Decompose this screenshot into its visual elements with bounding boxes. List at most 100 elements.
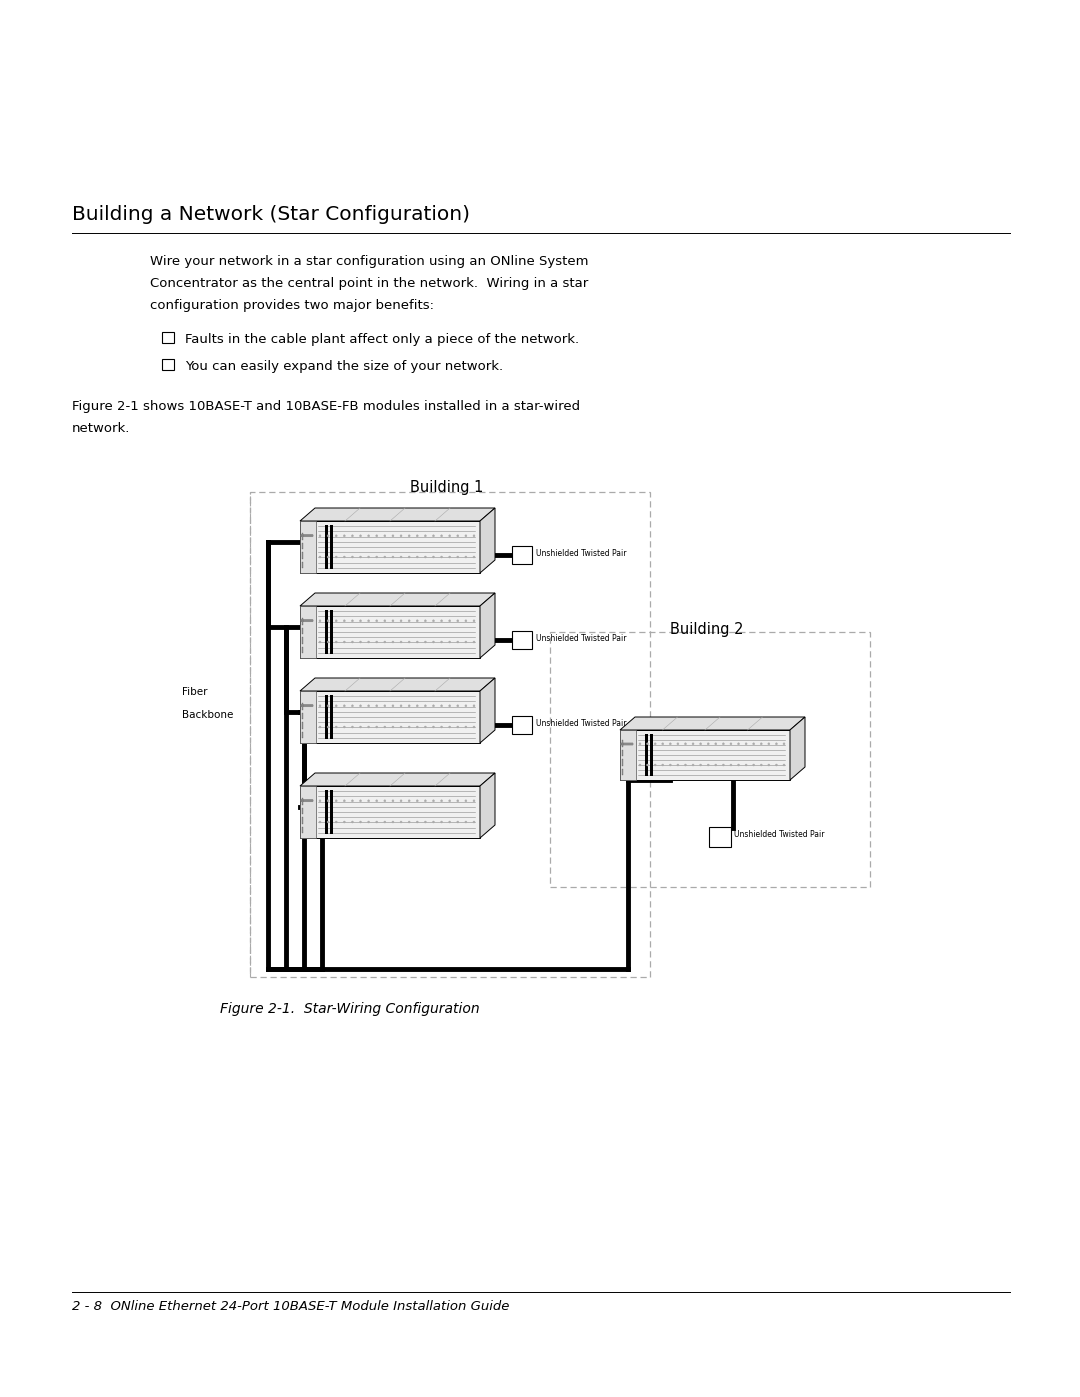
Circle shape <box>457 726 459 728</box>
Circle shape <box>441 726 443 728</box>
Circle shape <box>400 556 402 557</box>
Bar <box>330 694 333 739</box>
Circle shape <box>685 764 687 766</box>
Circle shape <box>343 556 346 557</box>
Circle shape <box>457 821 459 823</box>
Circle shape <box>367 800 369 802</box>
Text: configuration provides two major benefits:: configuration provides two major benefit… <box>150 299 434 312</box>
Circle shape <box>311 535 313 536</box>
Circle shape <box>670 764 672 766</box>
Circle shape <box>441 535 443 536</box>
Circle shape <box>351 535 353 536</box>
Circle shape <box>464 641 467 643</box>
Bar <box>620 731 789 780</box>
Circle shape <box>424 535 427 536</box>
Circle shape <box>301 799 302 802</box>
Circle shape <box>383 800 386 802</box>
Circle shape <box>301 620 302 622</box>
Circle shape <box>307 535 309 536</box>
Circle shape <box>360 821 362 823</box>
Bar <box>300 606 480 658</box>
Text: Unshielded Twisted Pair: Unshielded Twisted Pair <box>536 549 626 557</box>
Circle shape <box>400 641 402 643</box>
Circle shape <box>327 705 329 707</box>
Circle shape <box>745 743 747 745</box>
Circle shape <box>383 821 386 823</box>
Circle shape <box>335 641 337 643</box>
Circle shape <box>319 726 321 728</box>
Polygon shape <box>300 592 495 606</box>
Circle shape <box>700 743 702 745</box>
Circle shape <box>692 764 694 766</box>
Bar <box>325 694 328 739</box>
Circle shape <box>360 535 362 536</box>
Circle shape <box>319 821 321 823</box>
Circle shape <box>441 620 443 622</box>
Circle shape <box>306 535 307 536</box>
Circle shape <box>464 535 467 536</box>
Circle shape <box>392 821 394 823</box>
Circle shape <box>730 743 732 745</box>
Circle shape <box>335 556 337 557</box>
Circle shape <box>760 743 762 745</box>
Bar <box>622 768 623 775</box>
Circle shape <box>715 764 717 766</box>
Circle shape <box>457 641 459 643</box>
Bar <box>512 546 532 564</box>
Circle shape <box>351 726 353 728</box>
Circle shape <box>408 821 410 823</box>
Circle shape <box>768 743 770 745</box>
Circle shape <box>662 743 664 745</box>
Circle shape <box>319 705 321 707</box>
Circle shape <box>351 641 353 643</box>
Circle shape <box>408 726 410 728</box>
Circle shape <box>367 821 369 823</box>
Circle shape <box>783 743 785 745</box>
Bar <box>162 331 174 344</box>
Circle shape <box>685 743 687 745</box>
Circle shape <box>753 743 755 745</box>
Circle shape <box>343 641 346 643</box>
Circle shape <box>351 556 353 557</box>
Circle shape <box>351 821 353 823</box>
Circle shape <box>392 800 394 802</box>
Polygon shape <box>789 717 805 780</box>
Circle shape <box>424 800 427 802</box>
Text: Faults in the cable plant affect only a piece of the network.: Faults in the cable plant affect only a … <box>185 332 579 346</box>
Circle shape <box>441 821 443 823</box>
Circle shape <box>662 764 664 766</box>
Circle shape <box>327 726 329 728</box>
Circle shape <box>400 705 402 707</box>
Circle shape <box>464 726 467 728</box>
Circle shape <box>441 641 443 643</box>
Polygon shape <box>300 773 495 787</box>
Circle shape <box>400 821 402 823</box>
Text: Building a Network (Star Configuration): Building a Network (Star Configuration) <box>72 205 470 224</box>
Circle shape <box>448 821 450 823</box>
Circle shape <box>360 620 362 622</box>
Circle shape <box>457 556 459 557</box>
Circle shape <box>639 743 642 745</box>
Bar <box>249 492 650 977</box>
Bar <box>302 552 303 559</box>
Circle shape <box>392 641 394 643</box>
Circle shape <box>392 726 394 728</box>
Circle shape <box>424 556 427 557</box>
Circle shape <box>416 726 418 728</box>
Circle shape <box>424 705 427 707</box>
Circle shape <box>309 799 311 802</box>
Bar <box>302 627 303 634</box>
Bar <box>708 827 731 847</box>
Bar <box>330 525 333 569</box>
Circle shape <box>432 800 434 802</box>
Circle shape <box>383 620 386 622</box>
Circle shape <box>623 743 625 745</box>
Circle shape <box>654 764 657 766</box>
Circle shape <box>307 704 309 707</box>
Bar <box>300 521 316 573</box>
Circle shape <box>760 764 762 766</box>
Circle shape <box>408 641 410 643</box>
Text: Concentrator as the central point in the network.  Wiring in a star: Concentrator as the central point in the… <box>150 277 589 291</box>
Circle shape <box>408 556 410 557</box>
Circle shape <box>670 743 672 745</box>
